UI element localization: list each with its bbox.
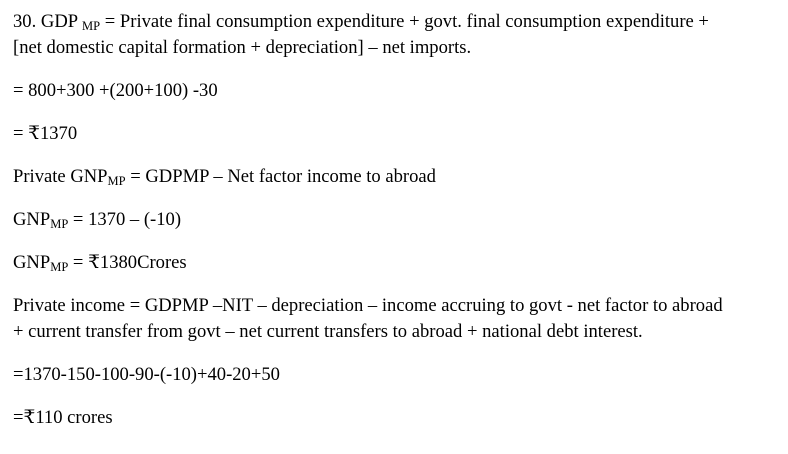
gnp-calculation: GNPMP = 1370 – (-10) bbox=[13, 207, 783, 233]
gnp-calc-text: = 1370 – (-10) bbox=[68, 209, 182, 230]
private-income-definition: Private income = GDPMP –NIT – depreciati… bbox=[13, 295, 723, 316]
gdp-definition-text: = Private final consumption expenditure … bbox=[100, 11, 709, 32]
gdp-calculation: = 800+300 +(200+100) -30 bbox=[13, 80, 218, 101]
solution-document: 30. GDP MP = Private final consumption e… bbox=[13, 9, 783, 431]
gdp-result: = ₹1370 bbox=[13, 123, 78, 144]
gnp-definition-text: = GDPMP – Net factor income to abroad bbox=[125, 166, 436, 187]
gnp-result: GNPMP = ₹1380Crores bbox=[13, 250, 783, 276]
gnp-result-text: = ₹1380Crores bbox=[68, 252, 187, 273]
gdp-definition-continued: [net domestic capital formation + deprec… bbox=[13, 37, 472, 58]
private-income-result: =₹110 crores bbox=[13, 407, 113, 428]
gnp-calc-subscript: MP bbox=[50, 217, 69, 231]
gdp-label: 30. GDP bbox=[13, 11, 83, 32]
gnp-definition-line: Private GNPMP = GDPMP – Net factor incom… bbox=[13, 164, 783, 190]
gnp-result-subscript: MP bbox=[50, 260, 69, 274]
gnp-label: Private GNP bbox=[13, 166, 108, 187]
private-income-calculation: =1370-150-100-90-(-10)+40-20+50 bbox=[13, 364, 280, 385]
private-income-definition-continued: + current transfer from govt – net curre… bbox=[13, 321, 643, 342]
gdp-definition-line: 30. GDP MP = Private final consumption e… bbox=[13, 9, 783, 35]
gnp-subscript: MP bbox=[107, 174, 126, 188]
gnp-calc-label: GNP bbox=[13, 209, 51, 230]
gnp-result-label: GNP bbox=[13, 252, 51, 273]
gdp-subscript: MP bbox=[82, 19, 101, 33]
